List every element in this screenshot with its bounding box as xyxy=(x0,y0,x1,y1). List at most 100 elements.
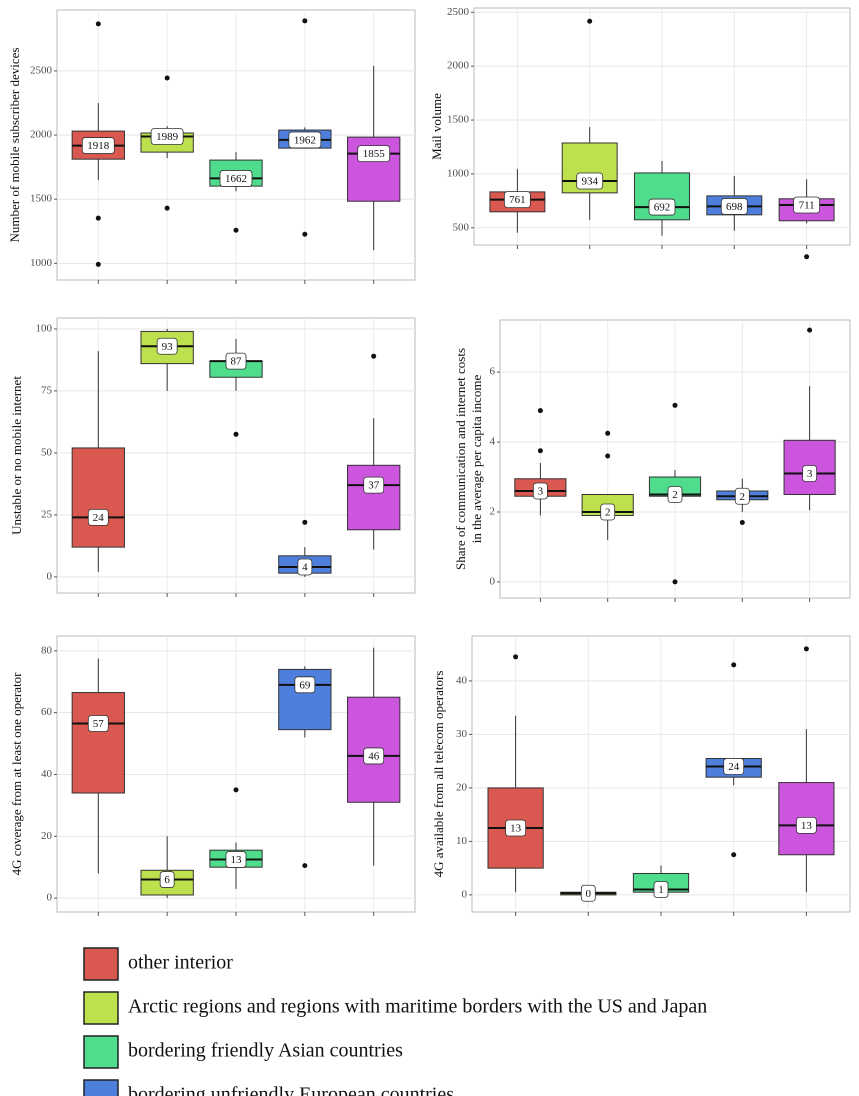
label-box xyxy=(294,676,316,694)
label-box xyxy=(505,819,527,837)
y-tick-label: 10 xyxy=(456,835,468,847)
label-box xyxy=(363,476,385,494)
y-tick-label: 50 xyxy=(41,446,53,458)
median-label: 698 xyxy=(726,201,743,213)
label-box xyxy=(150,128,184,145)
median-label: 934 xyxy=(581,176,598,188)
outlier xyxy=(731,662,737,668)
y-tick-label: 0 xyxy=(47,892,53,904)
y-tick-label: 1500 xyxy=(447,114,470,126)
outlier xyxy=(233,431,239,437)
label-box xyxy=(219,170,253,187)
median-label: 761 xyxy=(509,194,526,206)
y-tick-label: 60 xyxy=(41,706,53,718)
y-tick-label: 2500 xyxy=(447,6,470,18)
outlier xyxy=(803,646,809,652)
label-box xyxy=(159,871,175,888)
median-label: 13 xyxy=(231,854,243,866)
outlier xyxy=(302,18,308,24)
label-box xyxy=(363,747,385,765)
outlier xyxy=(587,18,593,24)
y-tick-label: 6 xyxy=(490,366,496,378)
legend-swatch xyxy=(83,1035,119,1069)
outlier xyxy=(672,402,678,408)
median-label: 4 xyxy=(302,561,308,573)
y-axis-label: Number of mobile subscriber devices xyxy=(7,48,22,243)
y-tick-label: 2 xyxy=(490,506,496,518)
median-label: 2 xyxy=(740,491,746,503)
outlier xyxy=(164,75,170,81)
median-label: 24 xyxy=(728,761,740,773)
label-box xyxy=(793,196,821,214)
label-box xyxy=(734,487,750,505)
y-tick-label: 1500 xyxy=(30,193,53,205)
legend-swatch xyxy=(83,1079,119,1096)
y-axis-label: 4G coverage from at least one operator xyxy=(9,672,24,876)
median-label: 3 xyxy=(807,468,813,480)
y-tick-label: 0 xyxy=(490,575,496,587)
y-tick-label: 100 xyxy=(36,322,53,334)
median-label: 69 xyxy=(299,679,311,691)
y-tick-label: 30 xyxy=(456,728,468,740)
label-box xyxy=(225,352,247,370)
y-tick-label: 25 xyxy=(41,508,53,520)
label-box xyxy=(297,558,313,576)
label-box xyxy=(532,482,548,500)
outlier xyxy=(731,852,737,858)
median-label: 0 xyxy=(586,888,592,900)
median-label: 37 xyxy=(368,480,380,492)
legend-swatch xyxy=(83,947,119,981)
label-box xyxy=(87,715,109,732)
label-box xyxy=(87,508,109,526)
outlier xyxy=(164,205,170,211)
median-label: 2 xyxy=(605,507,611,519)
median-label: 57 xyxy=(93,718,105,730)
y-axis-label: in the average per capita income xyxy=(469,375,484,544)
median-label: 3 xyxy=(538,486,544,498)
outlier xyxy=(95,21,101,27)
label-box xyxy=(720,198,748,215)
outlier xyxy=(739,519,745,525)
label-box xyxy=(667,486,683,503)
y-tick-label: 1000 xyxy=(447,167,470,179)
y-tick-label: 2000 xyxy=(30,129,53,141)
label-box xyxy=(723,758,745,775)
median-label: 1962 xyxy=(294,134,316,146)
outlier xyxy=(302,519,308,525)
box xyxy=(347,464,401,531)
label-box xyxy=(600,503,616,521)
label-box xyxy=(653,881,669,898)
label-box xyxy=(648,198,676,216)
median-label: 2 xyxy=(672,489,678,501)
median-label: 1 xyxy=(658,884,664,896)
label-box xyxy=(357,145,391,163)
label-box xyxy=(81,137,115,154)
outlier xyxy=(605,453,611,459)
y-tick-label: 500 xyxy=(453,221,470,233)
y-tick-label: 0 xyxy=(47,570,53,582)
y-tick-label: 40 xyxy=(456,674,468,686)
outlier xyxy=(371,353,377,359)
legend-label: Arctic regions and regions with maritime… xyxy=(128,996,707,1018)
median-label: 46 xyxy=(368,750,380,762)
outlier xyxy=(95,261,101,267)
y-axis-label: Unstable or no mobile internet xyxy=(9,376,24,535)
y-axis-label: 4G available from all telecom operators xyxy=(431,671,446,878)
label-box xyxy=(288,131,322,149)
y-tick-label: 2000 xyxy=(447,60,470,72)
y-axis-label: Mail volume xyxy=(429,93,444,160)
outlier xyxy=(233,787,239,793)
label-box xyxy=(802,465,818,482)
outlier xyxy=(302,231,308,237)
legend-label: bordering unfriendly European countries xyxy=(128,1084,454,1096)
y-tick-label: 40 xyxy=(41,768,53,780)
y-tick-label: 75 xyxy=(41,384,53,396)
box xyxy=(71,692,125,794)
label-box xyxy=(503,191,531,209)
outlier xyxy=(537,448,543,454)
outlier xyxy=(233,227,239,233)
median-label: 13 xyxy=(801,820,813,832)
median-label: 13 xyxy=(510,823,522,835)
median-label: 692 xyxy=(654,202,671,214)
